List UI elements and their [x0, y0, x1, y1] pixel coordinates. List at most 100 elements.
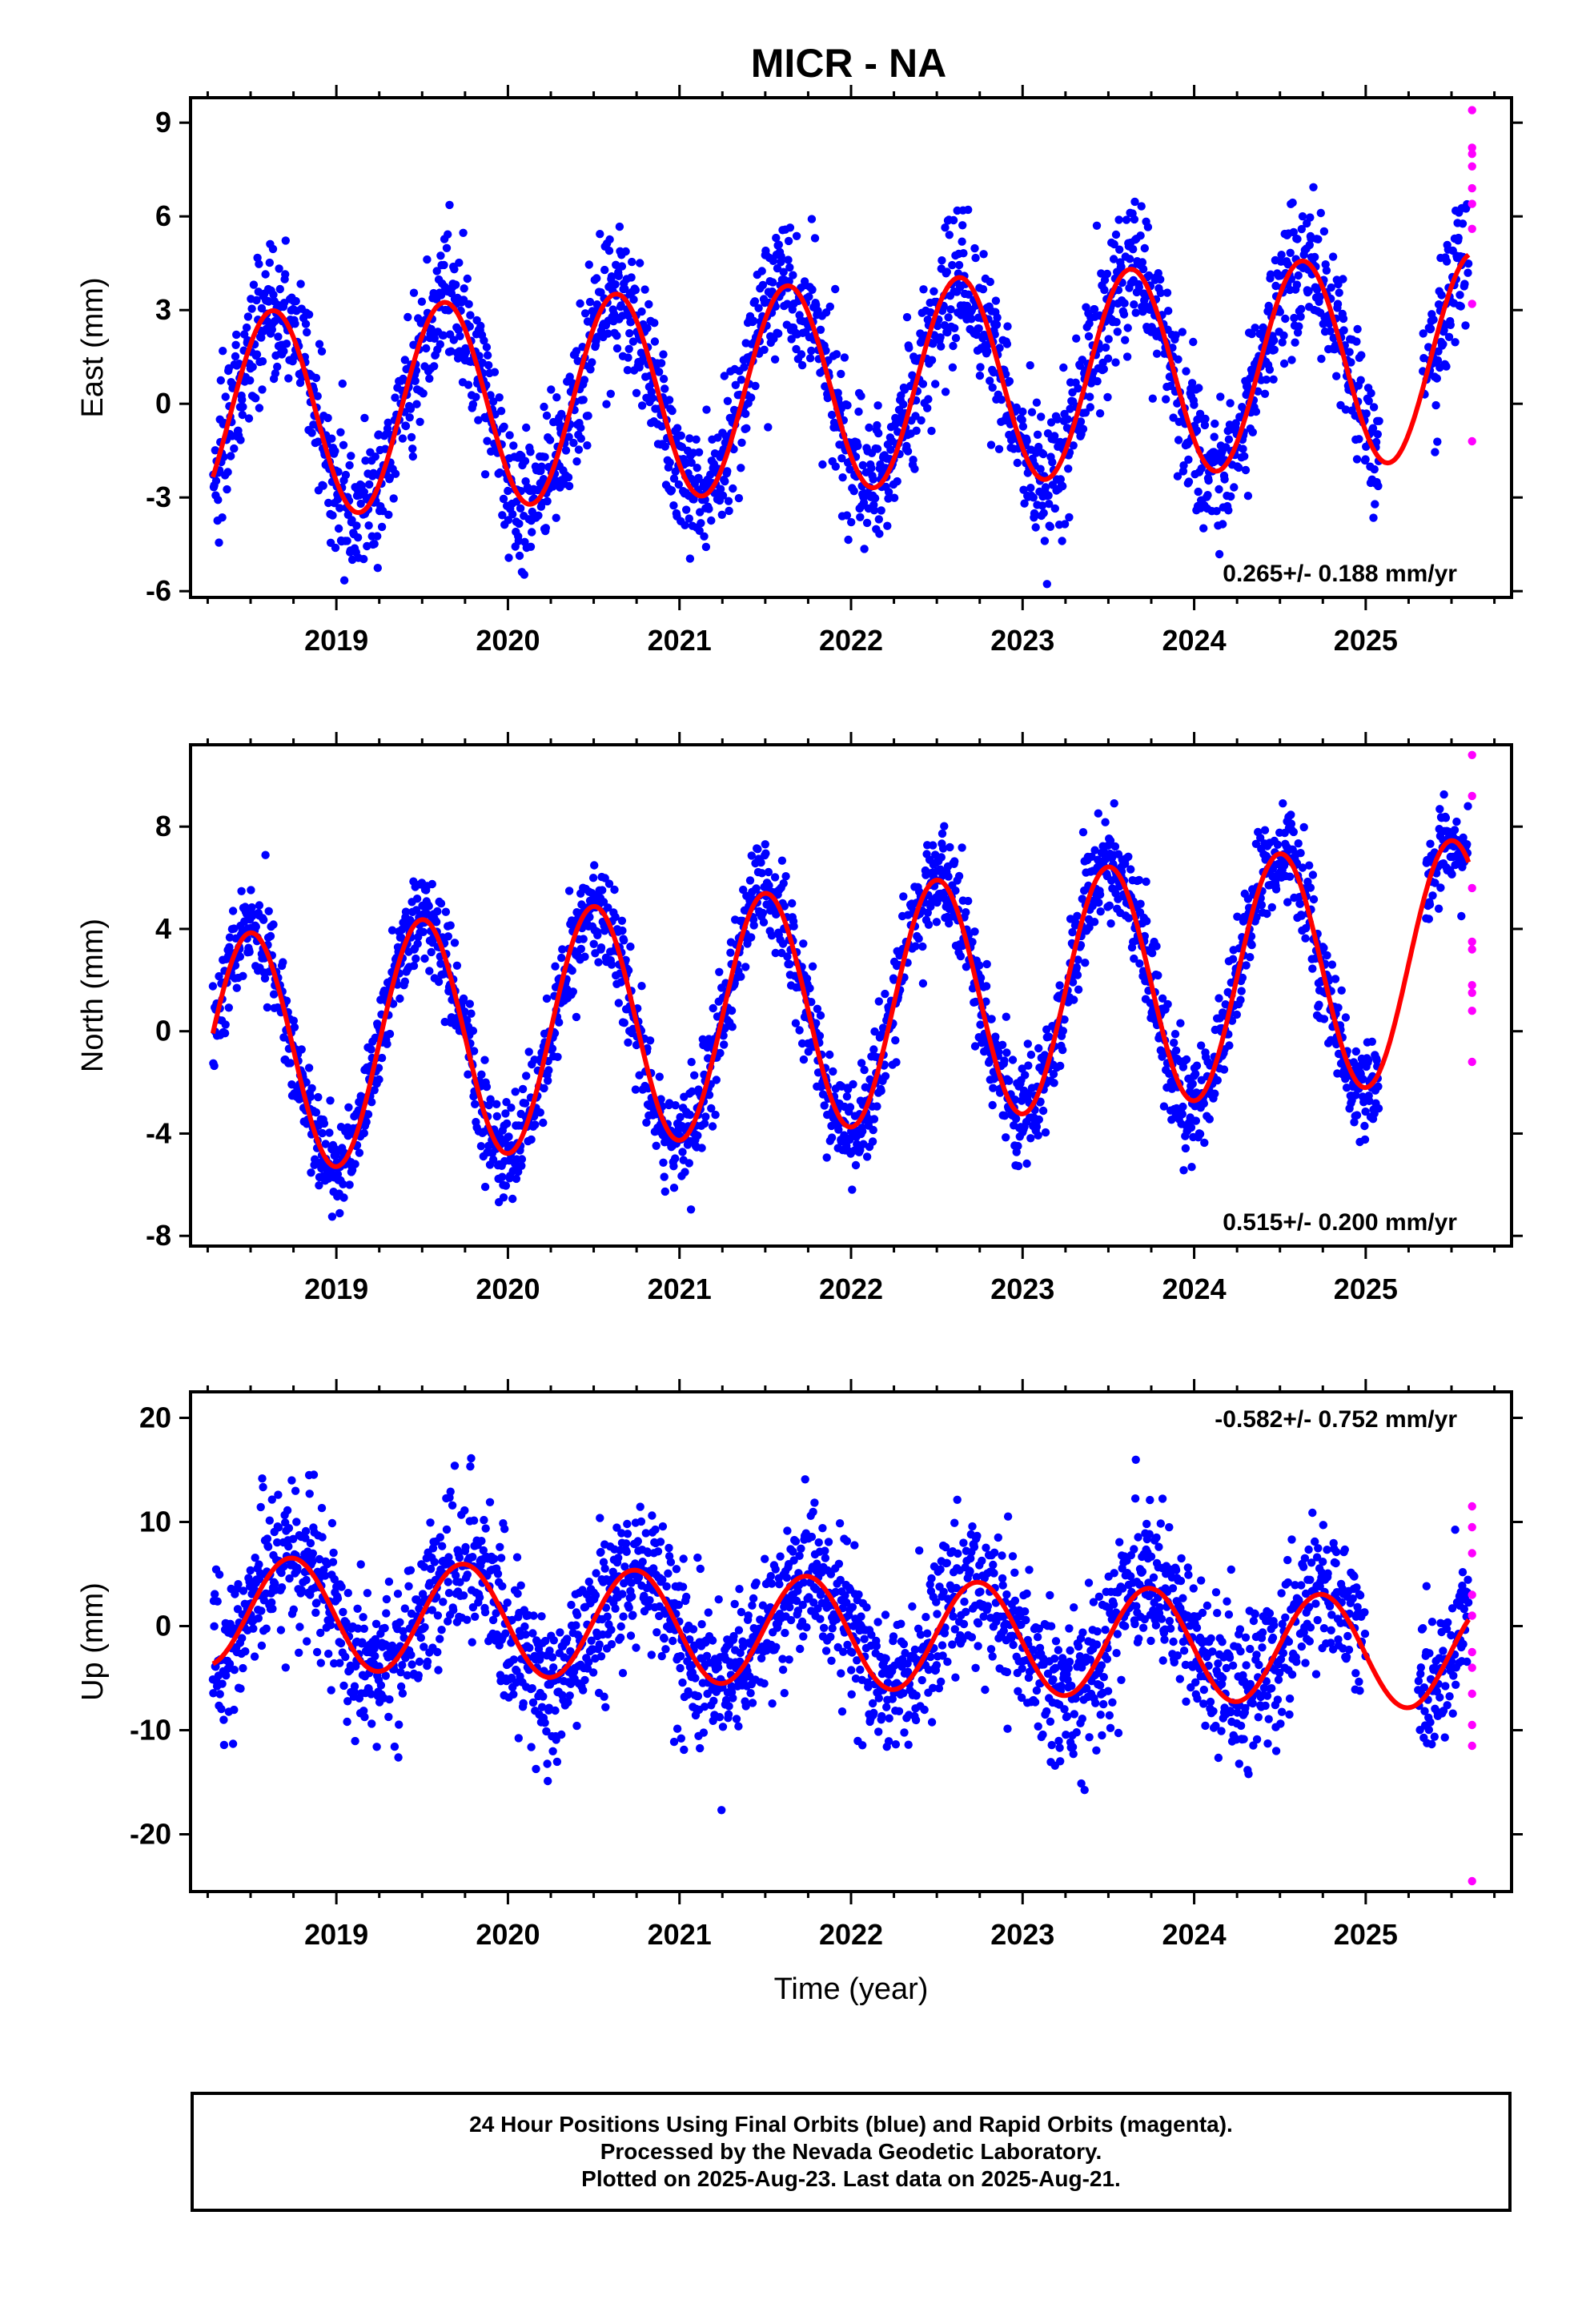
final-orbit-point	[263, 1542, 273, 1551]
final-orbit-point	[1073, 971, 1082, 979]
final-orbit-point	[1450, 826, 1460, 834]
final-orbit-point	[1283, 898, 1292, 907]
final-orbit-point	[1296, 849, 1305, 858]
final-orbit-point	[1294, 271, 1303, 280]
final-orbit-point	[441, 907, 451, 916]
final-orbit-point	[926, 308, 935, 317]
final-orbit-point	[314, 1092, 323, 1102]
final-orbit-point	[483, 351, 492, 360]
final-orbit-point	[881, 989, 889, 999]
final-orbit-point	[918, 979, 928, 988]
final-orbit-point	[792, 344, 801, 354]
final-orbit-point	[273, 1538, 282, 1547]
final-orbit-point	[1295, 322, 1303, 331]
final-orbit-point	[209, 1689, 218, 1698]
final-orbit-point	[1297, 304, 1306, 314]
final-orbit-point	[739, 885, 748, 895]
final-orbit-point	[480, 1055, 489, 1064]
final-orbit-point	[1230, 483, 1239, 492]
final-orbit-point	[1000, 1112, 1010, 1120]
final-orbit-point	[648, 393, 657, 403]
final-orbit-point	[267, 1598, 276, 1607]
final-orbit-point	[716, 485, 725, 493]
final-orbit-point	[594, 958, 603, 967]
final-orbit-point	[1299, 822, 1308, 832]
final-orbit-point	[1113, 328, 1122, 336]
final-orbit-point	[1436, 883, 1445, 892]
final-orbit-point	[1137, 202, 1146, 211]
final-orbit-point	[1130, 215, 1139, 224]
final-orbit-point	[416, 417, 424, 426]
final-orbit-point	[1021, 1071, 1030, 1080]
final-orbit-point	[1356, 376, 1365, 384]
final-orbit-point	[210, 1622, 219, 1631]
final-orbit-point	[504, 1132, 513, 1141]
final-orbit-point	[779, 879, 788, 888]
final-orbit-point	[1231, 419, 1240, 428]
final-orbit-point	[290, 352, 299, 361]
final-orbit-point	[483, 436, 492, 445]
final-orbit-point	[893, 476, 901, 486]
final-orbit-point	[1219, 520, 1227, 529]
final-orbit-point	[729, 484, 737, 493]
final-orbit-point	[383, 418, 392, 427]
final-orbit-point	[895, 951, 904, 960]
final-orbit-point	[674, 480, 683, 489]
final-orbit-point	[464, 1070, 472, 1079]
rapid-orbit-point	[1468, 791, 1476, 801]
final-orbit-point	[247, 304, 256, 313]
final-orbit-point	[825, 302, 835, 312]
final-orbit-point	[937, 342, 946, 351]
final-orbit-point	[223, 485, 231, 494]
final-orbit-point	[1134, 283, 1144, 292]
final-orbit-point	[1072, 963, 1082, 972]
rapid-orbit-point	[1468, 945, 1476, 954]
final-orbit-point	[1247, 329, 1256, 339]
final-orbit-point	[975, 961, 984, 970]
final-orbit-point	[347, 516, 356, 525]
final-orbit-point	[1044, 491, 1053, 500]
final-orbit-point	[765, 881, 773, 890]
final-orbit-point	[777, 856, 787, 865]
final-orbit-point	[783, 300, 792, 308]
final-orbit-point	[351, 1160, 359, 1168]
final-orbit-point	[453, 354, 463, 363]
final-orbit-point	[371, 452, 379, 461]
final-orbit-point	[760, 345, 769, 354]
final-orbit-point	[498, 1172, 507, 1181]
final-orbit-point	[1164, 307, 1173, 316]
final-orbit-point	[1247, 940, 1256, 950]
final-orbit-point	[515, 551, 524, 561]
final-orbit-point	[1285, 872, 1295, 881]
final-orbit-point	[1065, 513, 1074, 522]
final-orbit-point	[792, 231, 801, 240]
final-orbit-points	[209, 183, 1473, 589]
final-orbit-point	[244, 414, 254, 423]
final-orbit-point	[442, 243, 452, 252]
final-orbit-point	[496, 407, 506, 416]
final-orbit-point	[1292, 280, 1302, 289]
final-orbit-point	[553, 1052, 562, 1062]
final-orbit-point	[1237, 987, 1246, 995]
final-orbit-point	[271, 1579, 279, 1588]
final-orbit-point	[927, 426, 936, 436]
final-orbit-point	[1439, 340, 1447, 348]
final-orbit-point	[1111, 230, 1121, 239]
final-orbit-point	[339, 1193, 348, 1202]
final-orbit-point	[1335, 288, 1343, 297]
final-orbit-point	[982, 997, 990, 1006]
final-orbit-point	[1457, 911, 1466, 921]
final-orbit-point	[568, 987, 577, 996]
final-orbit-point	[747, 851, 756, 860]
final-orbit-point	[1124, 852, 1133, 862]
rapid-orbit-point	[1468, 300, 1476, 308]
final-orbit-point	[1138, 264, 1148, 274]
final-orbit-point	[284, 374, 293, 383]
final-orbit-point	[412, 954, 420, 963]
final-orbit-point	[761, 840, 769, 849]
final-orbit-point	[677, 431, 685, 440]
final-orbit-point	[411, 376, 420, 385]
final-orbit-point	[551, 962, 560, 971]
final-orbit-point	[361, 456, 370, 465]
final-orbit-point	[780, 902, 789, 911]
